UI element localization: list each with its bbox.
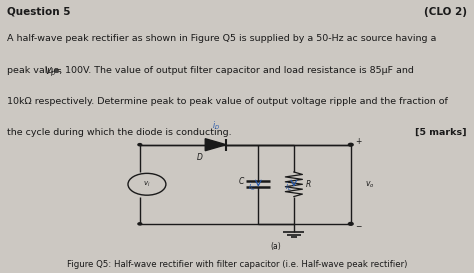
Circle shape [348, 143, 353, 146]
Text: C: C [239, 177, 244, 186]
Text: +: + [356, 138, 362, 146]
Text: −: − [356, 222, 362, 231]
Text: D: D [197, 153, 203, 162]
Text: R: R [306, 180, 311, 189]
Text: peak value,: peak value, [7, 66, 65, 75]
Text: $i_L$: $i_L$ [285, 181, 292, 193]
Text: Figure Q5: Half-wave rectifier with filter capacitor (i.e. Half-wave peak rectif: Figure Q5: Half-wave rectifier with filt… [67, 260, 407, 269]
Text: $V_p$: $V_p$ [44, 66, 56, 79]
Text: A half-wave peak rectifier as shown in Figure Q5 is supplied by a 50-Hz ac sourc: A half-wave peak rectifier as shown in F… [7, 34, 437, 43]
Text: $v_i$: $v_i$ [143, 180, 151, 189]
Text: = 100V. The value of output filter capacitor and load resistance is 85μF and: = 100V. The value of output filter capac… [54, 66, 413, 75]
Text: (CLO 2): (CLO 2) [424, 7, 467, 17]
Text: 10kΩ respectively. Determine peak to peak value of output voltage ripple and the: 10kΩ respectively. Determine peak to pea… [7, 97, 448, 106]
Text: $i_C$: $i_C$ [248, 181, 256, 193]
Text: the cycle during which the diode is conducting.: the cycle during which the diode is cond… [7, 128, 232, 137]
Circle shape [348, 222, 353, 225]
Text: [5 marks]: [5 marks] [415, 128, 467, 137]
Text: $i_D$: $i_D$ [212, 120, 219, 132]
Polygon shape [205, 139, 226, 151]
Circle shape [138, 223, 142, 225]
Circle shape [138, 144, 142, 146]
Text: Question 5: Question 5 [7, 7, 71, 17]
Text: $v_o$: $v_o$ [365, 179, 374, 189]
Text: (a): (a) [271, 242, 282, 251]
